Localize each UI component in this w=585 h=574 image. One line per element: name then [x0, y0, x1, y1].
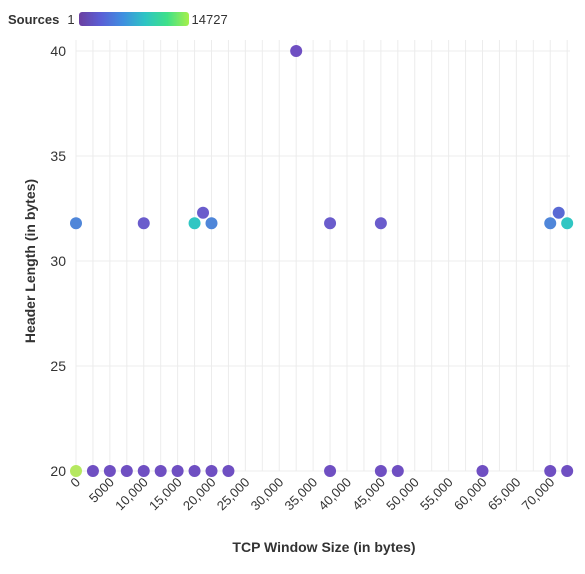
data-point[interactable] — [561, 217, 574, 230]
data-point[interactable] — [188, 465, 201, 477]
x-tick-label: 15,000 — [146, 475, 185, 514]
x-tick-label: 35,000 — [282, 475, 321, 514]
y-tick-label: 40 — [50, 43, 66, 59]
x-tick-label: 55,000 — [417, 475, 456, 514]
data-point[interactable] — [552, 206, 565, 219]
data-point[interactable] — [70, 465, 82, 477]
data-point[interactable] — [544, 465, 557, 477]
data-point[interactable] — [188, 217, 201, 230]
data-point[interactable] — [154, 465, 167, 477]
x-tick-label: 40,000 — [315, 475, 354, 514]
y-tick-label: 30 — [50, 253, 66, 269]
data-point[interactable] — [222, 465, 235, 477]
y-axis-label: Header Length (in bytes) — [22, 179, 38, 343]
x-tick-label: 25,000 — [214, 475, 253, 514]
data-point[interactable] — [103, 465, 116, 477]
data-point[interactable] — [205, 465, 218, 477]
y-tick-label: 20 — [50, 463, 66, 479]
y-tick-label: 35 — [50, 148, 66, 164]
data-point[interactable] — [324, 217, 337, 230]
x-tick-label: 50,000 — [383, 475, 422, 514]
x-axis-label: TCP Window Size (in bytes) — [232, 539, 415, 555]
data-point[interactable] — [171, 465, 184, 477]
x-tick-label: 20,000 — [180, 475, 219, 514]
legend-min-label: 1 — [67, 11, 75, 27]
y-tick-label: 25 — [50, 358, 66, 374]
x-axis-ticks: 0 500010,00015,00020,00025,00030,00035,00… — [67, 475, 557, 514]
data-points — [70, 45, 574, 477]
data-point[interactable] — [205, 217, 218, 230]
x-tick-label: 65,000 — [485, 475, 524, 514]
data-point[interactable] — [476, 465, 489, 477]
data-point[interactable] — [70, 217, 82, 230]
data-point[interactable] — [544, 217, 557, 230]
data-point[interactable] — [391, 465, 404, 477]
data-point[interactable] — [374, 465, 387, 477]
data-point[interactable] — [561, 465, 574, 477]
x-tick-label: 45,000 — [349, 475, 388, 514]
data-point[interactable] — [137, 465, 150, 477]
x-tick-label: 70,000 — [519, 475, 558, 514]
x-tick-label: 10,000 — [112, 475, 151, 514]
legend-max-label: 14727 — [191, 11, 228, 27]
color-legend: Sources 1 14727 — [8, 10, 228, 28]
x-tick-label: 30,000 — [248, 475, 287, 514]
grid — [75, 40, 570, 472]
data-point[interactable] — [197, 206, 210, 219]
data-point[interactable] — [374, 217, 387, 230]
legend-title: Sources — [8, 11, 60, 27]
y-axis-ticks: 20 25 30 35 40 — [50, 43, 66, 479]
data-point[interactable] — [120, 465, 133, 477]
data-point[interactable] — [137, 217, 150, 230]
x-tick-label: 60,000 — [451, 475, 490, 514]
x-tick-label: 5000 — [86, 475, 117, 506]
legend-gradient-bar — [78, 12, 189, 26]
data-point[interactable] — [324, 465, 337, 477]
data-point[interactable] — [290, 45, 303, 57]
data-point[interactable] — [86, 465, 99, 477]
